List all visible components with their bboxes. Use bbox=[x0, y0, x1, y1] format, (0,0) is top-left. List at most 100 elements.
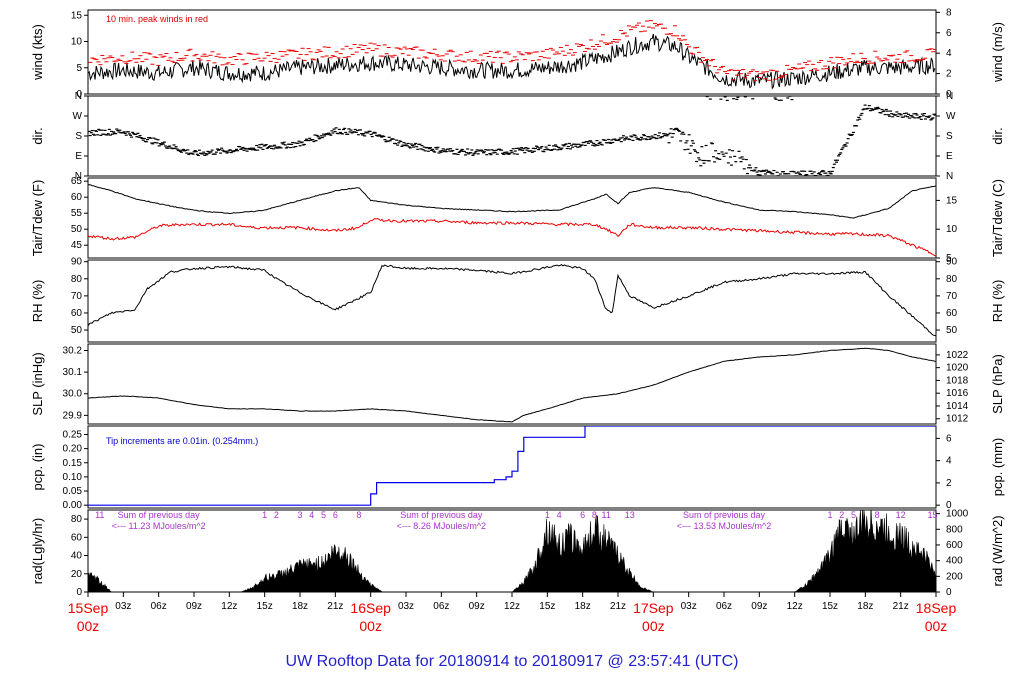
y-tick-label-right: 70 bbox=[946, 291, 958, 302]
y-tick-label-left: 80 bbox=[71, 274, 83, 285]
y-axis-label-left: RH (%) bbox=[30, 280, 45, 323]
y-tick-label-right: 8 bbox=[946, 7, 952, 18]
series-sea-level-pressure bbox=[88, 347, 936, 423]
y-tick-label-right: 0 bbox=[946, 587, 952, 598]
x-tick-label: 06z bbox=[151, 601, 167, 612]
y-tick-label-left: 30.1 bbox=[63, 367, 83, 378]
y-tick-label-right: 600 bbox=[946, 540, 963, 551]
day-sum-label: Sum of previous day bbox=[400, 510, 483, 520]
y-axis-label-right: rad (W/m^2) bbox=[990, 515, 1005, 586]
y-tick-label-right: 6 bbox=[946, 433, 952, 444]
x-tick-label: 09z bbox=[751, 601, 767, 612]
y-tick-label-right: 0 bbox=[946, 500, 952, 511]
panel-frame bbox=[87, 9, 937, 95]
panel-frame bbox=[87, 95, 937, 177]
y-tick-label-left: S bbox=[75, 131, 82, 142]
y-tick-label-right: 60 bbox=[946, 308, 958, 319]
y-tick-label-left: 70 bbox=[71, 291, 83, 302]
y-axis-label-left: rad(Lgly/hr) bbox=[30, 518, 45, 584]
y-tick-label-right: 1022 bbox=[946, 350, 969, 361]
day-sum-value: <--- 8.26 MJoules/m^2 bbox=[397, 521, 487, 531]
hour-annotation: 1 bbox=[262, 510, 267, 520]
hour-annotation: 5 bbox=[851, 510, 856, 520]
x-tick-label: 06z bbox=[716, 601, 732, 612]
y-axis-label-right: dir. bbox=[990, 127, 1005, 144]
x-tick-label: 15z bbox=[539, 601, 555, 612]
y-tick-label-left: 65 bbox=[71, 176, 83, 187]
x-tick-label: 06z bbox=[433, 601, 449, 612]
y-tick-label-left: 0 bbox=[76, 89, 82, 100]
y-tick-label-right: 1000 bbox=[946, 509, 969, 520]
panel-frame bbox=[87, 343, 937, 425]
x-tick-label: 03z bbox=[398, 601, 414, 612]
y-tick-label-left: 40 bbox=[71, 551, 83, 562]
y-tick-label-left: E bbox=[75, 151, 82, 162]
hour-annotation: 8 bbox=[875, 510, 880, 520]
day-sum-value: <--- 11.23 MJoules/m^2 bbox=[112, 521, 206, 531]
hour-annotation: 11 bbox=[602, 510, 611, 520]
y-tick-label-right: 90 bbox=[946, 257, 958, 268]
x-tick-label: 21z bbox=[327, 601, 343, 612]
panel-frame bbox=[87, 509, 937, 593]
wind-annotation: 10 min. peak winds in red bbox=[106, 14, 208, 24]
y-axis-label-left: Tair/Tdew (F) bbox=[30, 180, 45, 257]
y-tick-label-right: 50 bbox=[946, 325, 958, 336]
y-tick-label-left: 0 bbox=[76, 587, 82, 598]
hour-annotation: 4 bbox=[309, 510, 314, 520]
y-tick-label-right: 4 bbox=[946, 456, 952, 467]
panel-body bbox=[88, 96, 936, 176]
hour-annotation: 2 bbox=[274, 510, 279, 520]
y-tick-label-right: 2 bbox=[946, 478, 952, 489]
y-tick-label-left: 60 bbox=[71, 308, 83, 319]
y-tick-label-right: N bbox=[946, 171, 953, 182]
y-tick-label-right: 200 bbox=[946, 571, 963, 582]
y-tick-label-left: 50 bbox=[71, 224, 83, 235]
y-tick-label-left: 0.25 bbox=[63, 429, 83, 440]
day-label-hour: 00z bbox=[925, 618, 948, 634]
y-tick-label-right: 1018 bbox=[946, 375, 969, 386]
y-tick-label-left: 30.2 bbox=[63, 345, 83, 356]
hour-annotation: 1 bbox=[827, 510, 832, 520]
hour-annotation: 4 bbox=[557, 510, 562, 520]
panel-body bbox=[88, 347, 936, 423]
y-tick-label-left: 0.10 bbox=[63, 472, 83, 483]
y-tick-label-right: 15 bbox=[946, 195, 958, 206]
y-axis-label-right: pcp. (mm) bbox=[990, 438, 1005, 497]
y-axis-label-right: RH (%) bbox=[990, 280, 1005, 323]
y-tick-label-left: N bbox=[75, 171, 82, 182]
y-tick-label-right: 1016 bbox=[946, 388, 969, 399]
y-tick-label-left: 0.20 bbox=[63, 444, 83, 455]
y-tick-label-left: 30.0 bbox=[63, 389, 83, 400]
y-tick-label-left: 10 bbox=[71, 37, 83, 48]
panel-body bbox=[88, 184, 936, 257]
day-label-hour: 00z bbox=[642, 618, 665, 634]
series-precipitation bbox=[88, 426, 936, 506]
y-tick-label-right: N bbox=[946, 91, 953, 102]
day-label-date: 17Sep bbox=[633, 600, 674, 616]
hour-annotation: 6 bbox=[580, 510, 585, 520]
hour-annotation: 2 bbox=[839, 510, 844, 520]
panel-sea-level-pressure: SLP (inHg) SLP (hPa) 29.9 30.0 30.1 30.2 1012 1… bbox=[30, 343, 1005, 425]
y-axis-label-right: Tair/Tdew (C) bbox=[990, 179, 1005, 257]
y-tick-label-right: S bbox=[946, 131, 953, 142]
y-tick-label-right: 1012 bbox=[946, 414, 969, 425]
y-tick-label-left: 15 bbox=[71, 10, 83, 21]
y-tick-label-left: W bbox=[73, 111, 83, 122]
precip-annotation: Tip increments are 0.01in. (0.254mm.) bbox=[106, 436, 258, 446]
y-tick-label-left: 29.9 bbox=[63, 410, 83, 421]
series-average-wind bbox=[88, 33, 936, 90]
x-tick-label: 03z bbox=[681, 601, 697, 612]
y-tick-label-left: 80 bbox=[71, 514, 83, 525]
y-axis-label-left: SLP (inHg) bbox=[30, 352, 45, 415]
y-tick-label-left: 90 bbox=[71, 257, 83, 268]
day-label-date: 16Sep bbox=[350, 600, 391, 616]
day-sum-value: <--- 13.53 MJoules/m^2 bbox=[677, 521, 772, 531]
panel-body bbox=[88, 426, 936, 506]
y-tick-label-left: 60 bbox=[71, 532, 83, 543]
day-label-date: 18Sep bbox=[916, 600, 957, 616]
x-tick-label: 12z bbox=[504, 601, 520, 612]
hour-annotation: 15 bbox=[927, 510, 937, 520]
x-tick-label: 18z bbox=[292, 601, 308, 612]
